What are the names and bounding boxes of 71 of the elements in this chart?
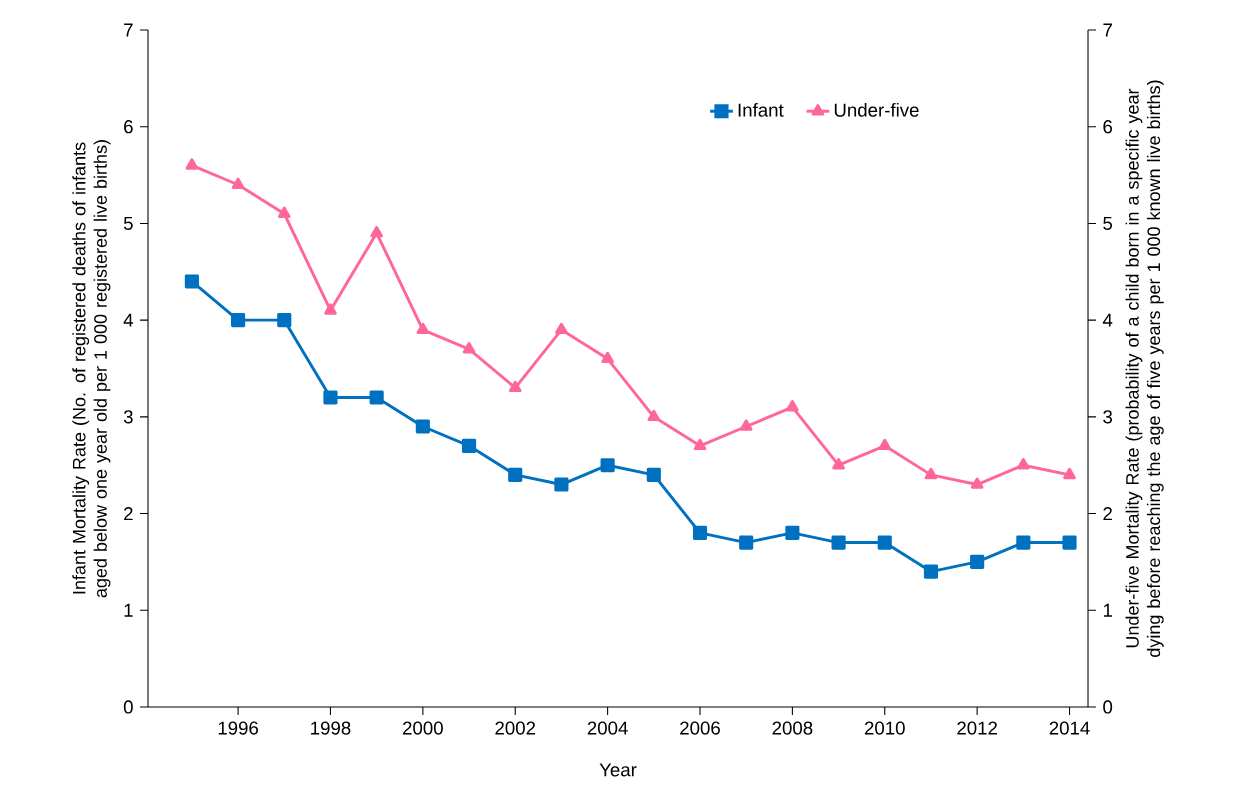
point	[369, 390, 384, 405]
point	[415, 419, 430, 434]
point	[508, 467, 523, 482]
point	[646, 467, 661, 482]
point	[692, 525, 708, 540]
y-tick-label: 6	[124, 120, 133, 134]
point	[277, 313, 292, 328]
y2-tick-label: 6	[1103, 120, 1113, 134]
point	[693, 438, 707, 451]
point	[416, 322, 430, 335]
x-tick-label: 2008	[772, 721, 813, 735]
y2-tick-label: 7	[1103, 23, 1112, 37]
point	[739, 535, 754, 550]
point	[1062, 535, 1077, 550]
legend-label: Under-five	[834, 103, 919, 117]
point	[185, 158, 199, 170]
x-tick-label: 2002	[495, 721, 536, 735]
y-tick-label: 4	[123, 313, 133, 327]
point	[508, 380, 522, 393]
x-tick-label: 1996	[218, 721, 259, 735]
y-tick-label: 0	[123, 700, 133, 714]
point	[832, 458, 845, 470]
point	[924, 467, 938, 480]
y-tick-label: 1	[124, 603, 133, 617]
point	[555, 322, 568, 335]
y2-tick-label: 1	[1103, 603, 1112, 617]
point	[878, 438, 892, 451]
point	[786, 400, 799, 412]
y-tick-label: 3	[123, 410, 133, 424]
point	[461, 438, 477, 453]
point	[647, 409, 661, 422]
point	[970, 554, 985, 569]
x-tick-label: 1998	[311, 721, 351, 735]
point	[184, 274, 199, 289]
point	[231, 177, 245, 189]
point	[324, 303, 337, 315]
y2-tick-label: 3	[1103, 410, 1113, 424]
x-tick-label: 2000	[403, 721, 443, 735]
point	[1063, 467, 1076, 480]
point	[1017, 458, 1030, 470]
y-axis-title: Infant Mortality Rate (No. of registered deaths of infants aged below one year old per 1 000 registered live births)	[72, 140, 111, 598]
point	[785, 525, 800, 540]
point	[877, 535, 892, 550]
point	[600, 458, 615, 473]
point	[277, 206, 291, 219]
x-tick-label: 2012	[957, 721, 997, 735]
point	[970, 477, 984, 489]
x-tick-label: 2010	[864, 721, 905, 735]
x-tick-label: 2014	[1049, 721, 1090, 735]
point	[831, 535, 846, 550]
point	[370, 226, 383, 238]
y2-axis-title: Under-five Mortality Rate (probability of a child born in a specific year dying before reaching the age of five years per 1 000 known live births)	[1125, 80, 1164, 657]
y2-tick-label: 4	[1102, 313, 1113, 327]
y-tick-label: 2	[124, 507, 133, 521]
point	[739, 419, 753, 431]
point	[231, 313, 246, 328]
y2-tick-label: 0	[1103, 700, 1113, 714]
x-tick-label: 2004	[587, 721, 628, 735]
point	[923, 564, 939, 579]
point	[462, 342, 476, 354]
x-tick-label: 2006	[680, 721, 720, 735]
legend-label: Infant	[738, 103, 784, 117]
point	[554, 477, 569, 492]
y-tick-label: 7	[124, 23, 133, 37]
y2-tick-label: 2	[1103, 507, 1112, 521]
y-tick-label: 5	[123, 216, 133, 230]
point	[601, 351, 614, 364]
x-axis-title: Year	[599, 763, 637, 777]
y2-tick-label: 5	[1103, 216, 1113, 230]
point	[323, 390, 338, 405]
point	[1016, 535, 1031, 550]
